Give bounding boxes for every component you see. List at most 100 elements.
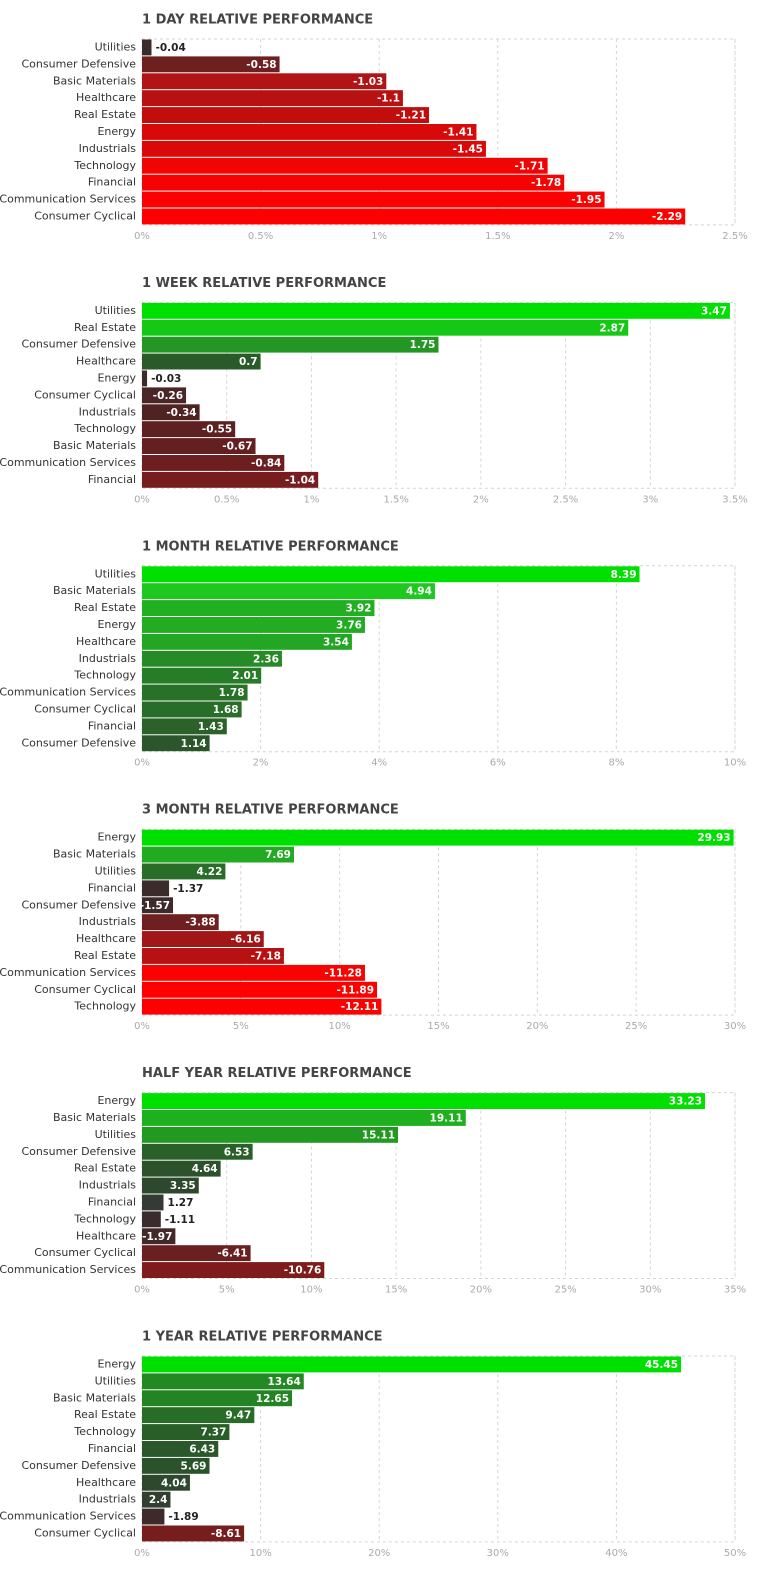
bar xyxy=(142,846,295,863)
x-tick-label: 3% xyxy=(642,494,658,505)
bar xyxy=(142,471,319,488)
value-label: 7.37 xyxy=(200,1427,226,1439)
value-label: -0.55 xyxy=(202,424,232,436)
bar xyxy=(142,421,236,438)
bar xyxy=(142,73,387,90)
value-label: -2.29 xyxy=(652,211,682,223)
bar xyxy=(142,1262,325,1278)
category-label: Basic Materials xyxy=(53,848,136,861)
bar xyxy=(142,1457,210,1474)
bar xyxy=(142,600,375,616)
bar xyxy=(142,735,210,752)
category-label: Utilities xyxy=(95,567,137,580)
value-label: -1.97 xyxy=(142,1231,172,1243)
category-label: Basic Materials xyxy=(53,74,136,87)
category-label: Industrials xyxy=(79,1179,137,1192)
chart-title: 1 YEAR RELATIVE PERFORMANCE xyxy=(142,1330,383,1345)
category-label: Real Estate xyxy=(74,1408,136,1421)
bar xyxy=(142,1508,165,1525)
bar xyxy=(142,1126,399,1143)
bar xyxy=(142,1373,304,1390)
bar xyxy=(142,1177,199,1194)
bar xyxy=(142,1491,171,1508)
value-label: -1.78 xyxy=(531,177,561,189)
bar xyxy=(142,90,403,107)
category-label: Energy xyxy=(97,371,136,384)
value-label: 6.53 xyxy=(224,1146,250,1158)
category-label: Consumer Defensive xyxy=(21,736,136,749)
value-label: 3.92 xyxy=(346,603,372,615)
x-tick-label: 10% xyxy=(300,1285,322,1296)
bar xyxy=(142,1143,253,1160)
bar xyxy=(142,583,435,600)
x-tick-label: 15% xyxy=(427,1021,449,1032)
bar xyxy=(142,1407,255,1424)
bar xyxy=(142,566,640,583)
bar xyxy=(142,404,200,421)
bar xyxy=(142,1211,161,1228)
x-tick-label: 0% xyxy=(134,231,150,242)
x-tick-label: 20% xyxy=(526,1021,548,1032)
category-label: Financial xyxy=(88,719,136,732)
category-label: Healthcare xyxy=(76,932,136,945)
value-label: -12.11 xyxy=(341,1001,379,1013)
x-tick-label: 1.5% xyxy=(485,231,510,242)
value-label: -1.11 xyxy=(165,1214,195,1226)
bar xyxy=(142,157,548,174)
category-label: Healthcare xyxy=(76,355,136,368)
category-label: Communication Services xyxy=(0,456,136,469)
value-label: -1.95 xyxy=(571,194,601,206)
bar xyxy=(142,39,152,56)
value-label: 1.68 xyxy=(213,704,239,716)
category-label: Real Estate xyxy=(74,321,136,334)
bar xyxy=(142,455,285,471)
value-label: -11.28 xyxy=(324,967,362,979)
value-label: 5.69 xyxy=(181,1460,207,1472)
category-label: Consumer Cyclical xyxy=(34,702,136,715)
x-tick-label: 20% xyxy=(368,1548,390,1559)
value-label: -3.88 xyxy=(185,917,215,929)
value-label: 8.39 xyxy=(611,569,637,581)
category-label: Industrials xyxy=(79,915,137,928)
category-label: Basic Materials xyxy=(53,1391,136,1404)
value-label: -1.45 xyxy=(453,143,483,155)
value-label: 4.22 xyxy=(196,866,222,878)
category-label: Real Estate xyxy=(74,1162,136,1175)
x-tick-label: 2.5% xyxy=(722,231,747,242)
value-label: 4.04 xyxy=(161,1477,187,1489)
chart-title: 1 MONTH RELATIVE PERFORMANCE xyxy=(142,539,399,554)
value-label: 1.75 xyxy=(410,339,436,351)
category-label: Technology xyxy=(73,669,136,682)
bar xyxy=(142,336,439,353)
category-label: Energy xyxy=(97,1357,136,1370)
bar xyxy=(142,981,378,998)
x-tick-label: 30% xyxy=(724,1021,746,1032)
x-tick-label: 2% xyxy=(473,494,489,505)
bar xyxy=(142,124,477,140)
category-label: Financial xyxy=(88,1195,136,1208)
value-label: -8.61 xyxy=(211,1528,241,1540)
value-label: -0.34 xyxy=(166,407,196,419)
bar xyxy=(142,387,187,404)
x-tick-label: 20% xyxy=(470,1285,492,1296)
bar xyxy=(142,370,148,387)
value-label: -0.84 xyxy=(251,457,281,469)
category-label: Consumer Defensive xyxy=(21,57,136,70)
bar xyxy=(142,302,730,319)
value-label: 0.7 xyxy=(239,356,258,368)
x-tick-label: 30% xyxy=(487,1548,509,1559)
bar xyxy=(142,667,262,684)
value-label: 2.87 xyxy=(599,322,625,334)
value-label: -6.41 xyxy=(217,1248,247,1260)
value-label: -1.37 xyxy=(173,883,203,895)
category-label: Consumer Defensive xyxy=(21,898,136,911)
category-label: Financial xyxy=(88,473,136,486)
x-tick-label: 2% xyxy=(253,758,269,769)
x-tick-label: 8% xyxy=(608,758,624,769)
bar xyxy=(142,191,605,208)
value-label: -1.03 xyxy=(353,76,383,88)
category-label: Consumer Defensive xyxy=(21,1145,136,1158)
category-label: Utilities xyxy=(95,1128,137,1141)
bar xyxy=(142,1093,706,1109)
